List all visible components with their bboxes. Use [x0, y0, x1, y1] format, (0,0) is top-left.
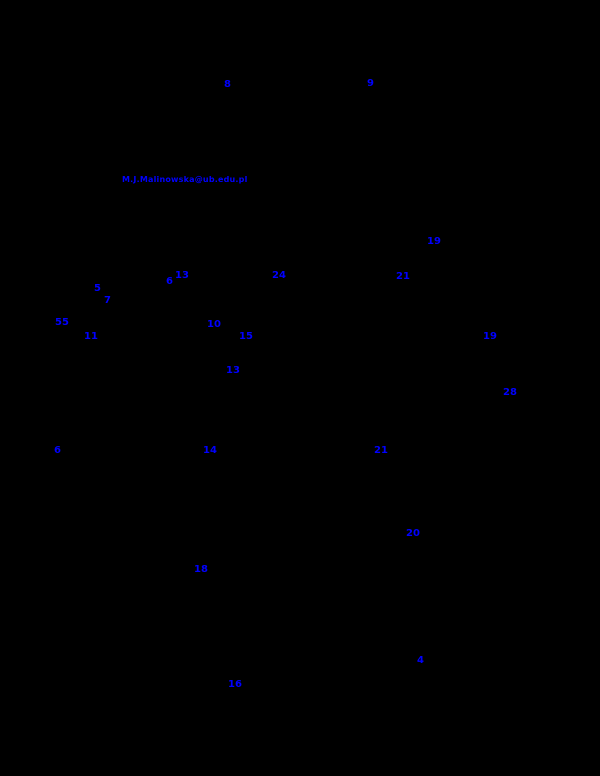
- compound-number-link[interactable]: 6: [54, 445, 61, 456]
- compound-number-link[interactable]: 7: [104, 295, 111, 306]
- compound-number-link[interactable]: 13: [175, 270, 189, 281]
- compound-number-link[interactable]: 19: [483, 331, 497, 342]
- compound-number-link[interactable]: 24: [272, 270, 286, 281]
- compound-number-link[interactable]: 13: [226, 365, 240, 376]
- compound-number-link[interactable]: 55: [55, 317, 69, 328]
- compound-number-link[interactable]: 20: [406, 528, 420, 539]
- compound-number-link[interactable]: 21: [374, 445, 388, 456]
- compound-number-link[interactable]: 19: [427, 236, 441, 247]
- compound-number-link[interactable]: 18: [194, 564, 208, 575]
- compound-number-link[interactable]: 14: [203, 445, 217, 456]
- compound-number-link[interactable]: 5: [94, 283, 101, 294]
- compound-number-link[interactable]: 15: [239, 331, 253, 342]
- compound-number-link[interactable]: 21: [396, 271, 410, 282]
- compound-number-link[interactable]: 16: [228, 679, 242, 690]
- compound-number-link[interactable]: 28: [503, 387, 517, 398]
- author-email-link[interactable]: M.J.Malinowska@ub.edu.pl: [122, 175, 248, 184]
- compound-number-link[interactable]: 11: [84, 331, 98, 342]
- compound-number-link[interactable]: 9: [367, 78, 374, 89]
- compound-number-link[interactable]: 10: [207, 319, 221, 330]
- compound-number-link[interactable]: 4: [417, 655, 424, 666]
- compound-number-link[interactable]: 6: [166, 276, 173, 287]
- compound-number-link[interactable]: 8: [224, 79, 231, 90]
